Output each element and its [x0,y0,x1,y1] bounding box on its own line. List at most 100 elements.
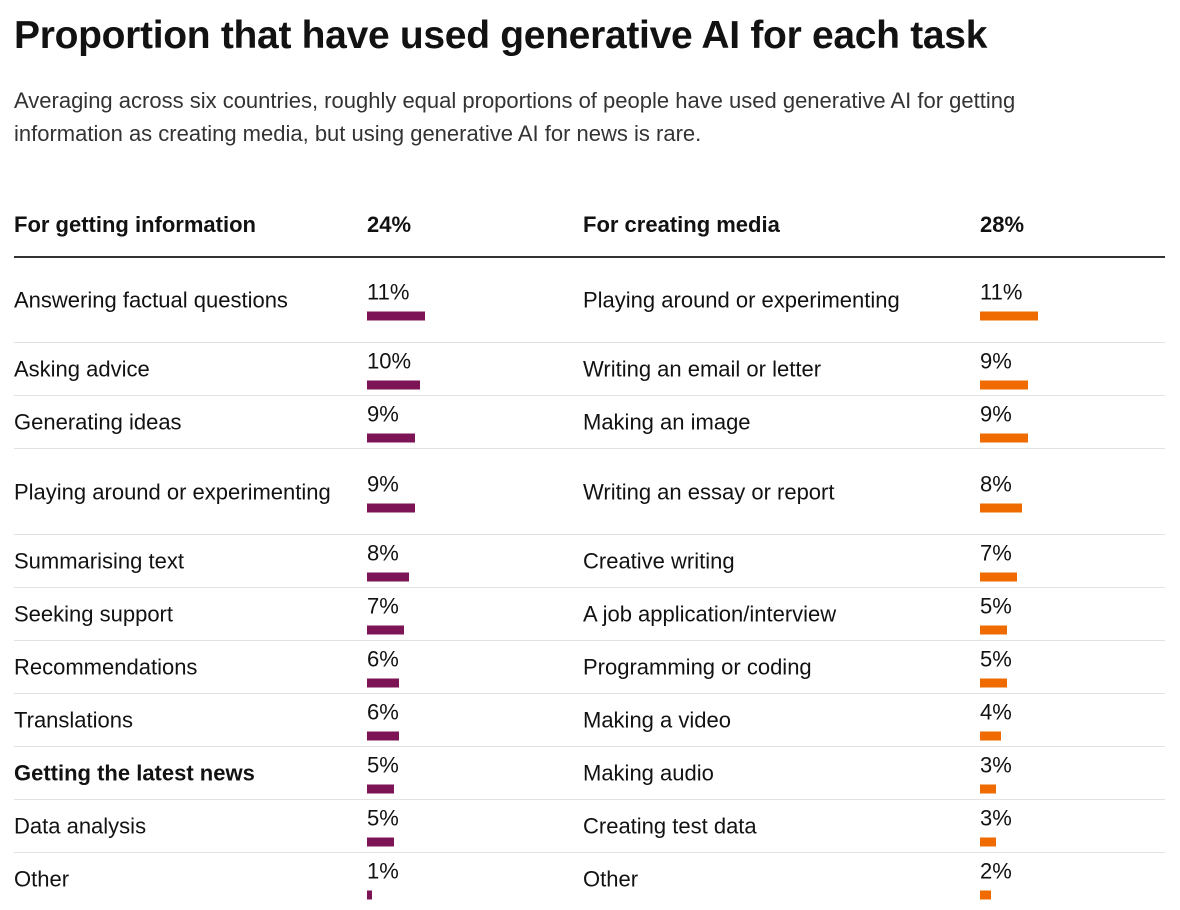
media-data-label: 5% [980,593,1012,619]
media-category-label: Making an image [583,409,751,435]
chart-rows: Answering factual questions 11% Playing ar… [14,258,1165,905]
media-bar [980,380,1028,390]
information-value-cell: 5% [367,806,399,847]
media-category-label: Playing around or experimenting [583,287,900,313]
media-data-label: 9% [980,401,1012,427]
information-data-label: 5% [367,752,399,778]
table-row: Summarising text 8% Creative writing 7% [14,535,1165,588]
information-bar [367,311,425,321]
media-value-cell: 8% [980,471,1022,512]
table-header: For getting information 24% For creating… [14,208,1165,258]
information-category-label: Translations [14,707,134,733]
information-data-label: 11% [367,279,410,305]
media-bar [980,890,991,900]
media-value-cell: 5% [980,647,1012,688]
information-bar [367,731,399,741]
information-bar [367,572,409,582]
information-value-cell: 6% [367,647,399,688]
information-category-label: Summarising text [14,548,184,574]
information-value-cell: 9% [367,402,415,443]
media-category-label: Other [583,866,639,892]
media-category-label: Making audio [583,760,714,786]
media-value-cell: 2% [980,859,1012,900]
media-data-label: 5% [980,646,1012,672]
information-bar [367,784,394,794]
information-data-label: 8% [367,540,399,566]
media-bar [980,503,1022,512]
media-bar [980,731,1001,741]
information-total: 24% [367,212,412,237]
information-category-label: Other [14,866,70,892]
information-category-label: Asking advice [14,356,150,382]
information-value-cell: 8% [367,541,409,582]
media-data-label: 3% [980,752,1012,778]
media-bar [980,572,1017,582]
information-bar [367,503,415,512]
information-category-label: Answering factual questions [14,287,288,313]
media-data-label: 11% [980,279,1023,305]
media-data-label: 2% [980,858,1012,884]
media-data-label: 7% [980,540,1012,566]
information-data-label: 6% [367,699,399,725]
media-total: 28% [980,212,1025,237]
media-category-label: Creative writing [583,548,735,574]
information-data-label: 9% [367,471,399,496]
information-data-label: 10% [367,348,412,374]
media-bar [980,625,1007,635]
media-bar [980,433,1028,443]
media-value-cell: 4% [980,700,1012,741]
information-bar [367,837,394,847]
information-value-cell: 10% [367,349,420,390]
media-category-label: Making a video [583,707,731,733]
information-category-label: Playing around or experimenting [14,479,331,504]
table-row: Data analysis 5% Creating test data 3% [14,800,1165,853]
media-value-cell: 3% [980,806,1012,847]
table-row: Getting the latest news 5% Making audio 3% [14,747,1165,800]
media-bar [980,311,1038,321]
information-value-cell: 9% [367,471,415,512]
information-bar [367,678,399,688]
media-value-cell: 3% [980,753,1012,794]
media-value-cell: 11% [980,280,1038,321]
media-value-cell: 7% [980,541,1017,582]
information-value-cell: 6% [367,700,399,741]
media-category-label: A job application/interview [583,601,837,627]
information-data-label: 5% [367,805,399,831]
media-category-label: Programming or coding [583,654,812,680]
information-category-label: Getting the latest news [14,760,255,786]
media-category-label: Writing an email or letter [583,356,822,382]
table-row: Generating ideas 9% Making an image 9% [14,396,1165,449]
chart-title: Proportion that have used generative AI … [14,14,988,57]
table-row: Recommendations 6% Programming or coding 5% [14,641,1165,694]
media-bar [980,678,1007,688]
chart-subtitle: Averaging across six countries, roughly … [14,88,1016,146]
information-data-label: 7% [367,593,399,619]
media-value-cell: 5% [980,594,1012,635]
media-bar [980,837,996,847]
table-row: Seeking support 7% A job application/inter… [14,588,1165,641]
media-data-label: 4% [980,699,1012,725]
information-data-label: 1% [367,858,399,884]
media-bar [980,784,996,794]
information-bar [367,380,420,390]
table-row: Translations 6% Making a video 4% [14,694,1165,747]
information-data-label: 6% [367,646,399,672]
information-bar [367,890,372,900]
information-category-label: Data analysis [14,813,147,839]
information-bar [367,433,415,443]
information-value-cell: 1% [367,859,399,900]
information-column-header: For getting information [14,212,256,237]
media-category-label: Creating test data [583,813,757,839]
table-row: Playing around or experimenting 9% Writing… [14,449,1165,535]
media-category-label: Writing an essay or report [583,479,835,504]
media-data-label: 8% [980,471,1012,496]
information-value-cell: 7% [367,594,404,635]
information-value-cell: 11% [367,280,425,321]
media-value-cell: 9% [980,349,1028,390]
table-row: Asking advice 10% Writing an email or lett… [14,343,1165,396]
media-column-header: For creating media [583,212,780,237]
media-data-label: 9% [980,348,1012,374]
table-row: Other 1% Other 2% [14,853,1165,905]
information-category-label: Generating ideas [14,409,182,435]
information-category-label: Recommendations [14,654,198,680]
